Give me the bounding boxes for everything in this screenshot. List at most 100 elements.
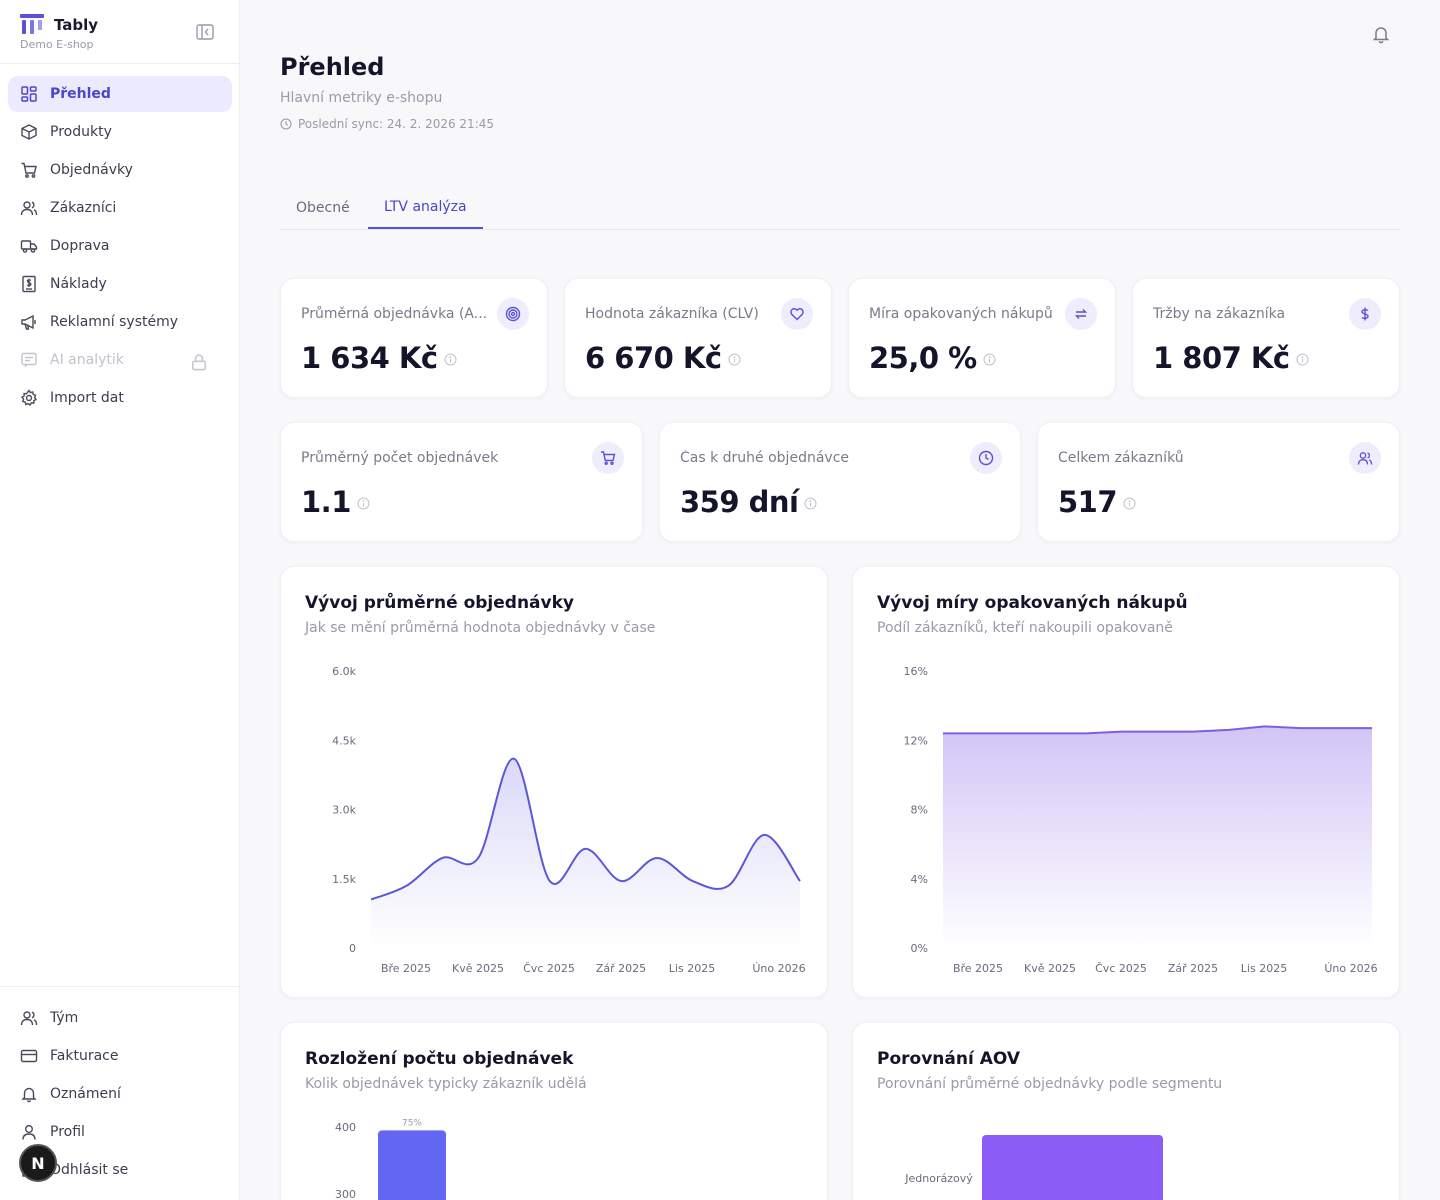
user-avatar[interactable]: N [19,1144,57,1182]
nav-item-reklamni-systemy[interactable]: Reklamní systémy [8,304,232,340]
nav-label: Fakturace [50,1048,119,1064]
bell-icon [21,1087,37,1103]
nav-item-prehled[interactable]: Přehled [8,76,232,112]
notifications-bell-icon[interactable] [1371,24,1391,44]
cart-icon [21,162,37,178]
repeat-rate-area-chart: 0% 4% 8% 12% 16% Bře 2025 Kvě 2025 Čvc 2025 Zář … [904,665,1378,975]
nav-item-oznameni[interactable]: Oznámení [8,1076,232,1112]
x-tick-label: Kvě 2025 [452,962,504,975]
info-icon[interactable] [983,353,996,366]
nav-label: AI analytik [50,352,124,368]
nav-item-doprava[interactable]: Doprava [8,228,232,264]
nav-label: Oznámení [50,1086,121,1102]
chart-card-aov-trend: Vývoj průměrné objednávky Jak se mění pr… [280,566,828,998]
info-icon[interactable] [444,353,457,366]
y-tick-label: 16% [904,665,928,678]
aov-area-chart: 0 1.5k 3.0k 4.5k 6.0k Bře 2025 Kvě 2025 Čvc 202… [332,665,806,975]
order-distribution-bar-chart: 300 400 75% [335,1118,446,1200]
chart-title: Vývoj průměrné objednávky [305,593,574,613]
clock-icon [978,450,994,466]
y-tick-label: 3.0k [332,804,356,817]
kpi-value: 517 [1058,485,1136,519]
x-tick-label: Kvě 2025 [1024,962,1076,975]
info-icon[interactable] [357,497,370,510]
tab-obecne[interactable]: Obecné [296,200,350,216]
x-tick-label: Zář 2025 [596,962,646,975]
nav-label: Doprava [50,238,110,254]
chart-subtitle: Porovnání průměrné objednávky podle segm… [877,1076,1223,1092]
info-icon[interactable] [1296,353,1309,366]
dollar-icon [1361,307,1369,321]
nav-item-profil[interactable]: Profil [8,1114,232,1150]
sidebar-bottom-nav: Tým Fakturace Oznámení Profil Odhlásit s… [0,986,240,1190]
bar[interactable] [982,1135,1163,1200]
x-tick-label: Čvc 2025 [523,962,575,975]
y-tick-label: 0 [349,942,356,955]
kpi-value-text: 517 [1058,485,1118,519]
nav-item-import-dat[interactable]: Import dat [8,380,232,416]
nav-item-produkty[interactable]: Produkty [8,114,232,150]
kpi-label: Průměrný počet objednávek [301,450,499,466]
info-icon[interactable] [728,353,741,366]
receipt-icon [22,275,36,293]
x-tick-label: Zář 2025 [1168,962,1218,975]
x-tick-label: Bře 2025 [953,962,1003,975]
kpi-icon-wrap [781,298,813,330]
series-line [370,757,801,901]
nav-label: Reklamní systémy [50,314,179,330]
kpi-value: 359 dní [680,485,817,519]
tab-ltv-analyza[interactable]: LTV analýza [384,199,467,215]
info-icon[interactable] [804,497,817,510]
nav-item-tym[interactable]: Tým [8,1000,232,1036]
nav-item-objednavky[interactable]: Objednávky [8,152,232,188]
credit-card-icon [20,1049,38,1063]
nav-item-fakturace[interactable]: Fakturace [8,1038,232,1074]
kpi-card-time-to-second-order: Čas k druhé objednávce 359 dní [659,422,1021,542]
cart-icon [601,451,616,466]
kpi-label: Čas k druhé objednávce [680,450,849,466]
kpi-card-repeat-rate: Míra opakovaných nákupů 25,0 % [848,278,1116,398]
nav-label: Produkty [50,124,112,140]
nav-label: Náklady [50,276,107,292]
kpi-card-revenue-per-customer: Tržby na zákazníka 1 807 Kč [1132,278,1400,398]
page-subtitle: Hlavní metriky e-shopu [280,90,443,106]
kpi-value: 25,0 % [869,341,996,375]
y-tick-label: 1.5k [332,873,356,886]
nav-item-naklady[interactable]: Náklady [8,266,232,302]
box-icon [21,124,37,140]
tably-logo-icon [20,14,44,34]
kpi-value-text: 359 dní [680,485,799,519]
tab-bar: Obecné LTV analýza [280,188,1400,230]
x-tick-label: Úno 2026 [752,962,805,975]
info-icon[interactable] [1123,497,1136,510]
nav-label: Přehled [50,86,111,102]
bar[interactable] [378,1130,446,1200]
kpi-icon-wrap [592,442,624,474]
sync-status: Poslední sync: 24. 2. 2026 21:45 [280,117,494,131]
aov-comparison-bar-chart: Jednorázový [904,1135,1163,1200]
chart-title: Vývoj míry opakovaných nákupů [877,593,1188,613]
brand-subtitle: Demo E-shop [20,38,94,51]
chart-subtitle: Podíl zákazníků, kteří nakoupili opakova… [877,620,1173,636]
nav-label: Import dat [50,390,124,406]
kpi-label: Celkem zákazníků [1058,450,1184,466]
y-tick-label: 4% [911,873,928,886]
heart-icon [790,308,804,321]
chart-subtitle: Kolik objednávek typicky zákazník udělá [305,1076,587,1092]
chat-icon [21,352,37,368]
y-tick-label: 300 [335,1188,356,1200]
main-nav: Přehled Produkty Objednávky Zákazníci Do… [8,76,232,418]
kpi-value-text: 6 670 Kč [585,341,722,375]
chart-title: Rozložení počtu objednávek [305,1049,574,1069]
y-tick-label: 400 [335,1121,356,1134]
kpi-icon-wrap [1065,298,1097,330]
sync-text: Poslední sync: 24. 2. 2026 21:45 [298,117,495,131]
megaphone-icon [21,314,36,330]
x-tick-label: Bře 2025 [381,962,431,975]
bar-label: 75% [402,1118,422,1128]
kpi-label: Průměrná objednávka (A... [301,306,488,322]
nav-item-zakaznici[interactable]: Zákazníci [8,190,232,226]
kpi-label: Míra opakovaných nákupů [869,306,1053,322]
sidebar-collapse-icon[interactable] [196,24,214,40]
kpi-icon-wrap [1349,298,1381,330]
